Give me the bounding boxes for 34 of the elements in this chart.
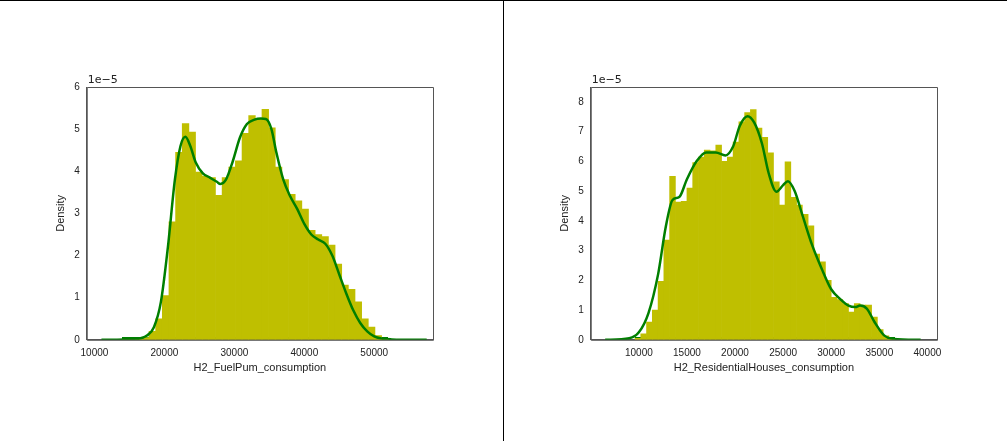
y-tick-label: 0 xyxy=(74,333,81,345)
x-axis-title: H2_FuelPum_consumption xyxy=(193,361,327,374)
x-axis-title: H2_ResidentialHouses_consumption xyxy=(673,361,855,374)
text: 1e−5 xyxy=(87,73,118,87)
y-tick-label: 2 xyxy=(578,274,585,286)
y-axis-title: Density xyxy=(557,194,570,232)
x-tick-label: 25000 xyxy=(769,346,798,358)
y-tick-label: 5 xyxy=(578,184,585,196)
x-tick-label: 30000 xyxy=(817,346,846,358)
y-tick-label: 1 xyxy=(74,291,81,303)
x-tick-label: 15000 xyxy=(673,346,702,358)
y-tick-label: 7 xyxy=(578,125,585,137)
x-tick-label: 40000 xyxy=(290,346,319,358)
x-tick-label: 40000 xyxy=(913,346,942,358)
y-tick-label: 6 xyxy=(74,80,81,92)
text: 1e−5 xyxy=(591,73,622,87)
y-tick-label: 3 xyxy=(74,207,81,219)
y-tick-label: 8 xyxy=(578,95,585,107)
x-tick-label: 20000 xyxy=(150,346,179,358)
x-tick-label: 20000 xyxy=(721,346,750,358)
y-tick-label: 3 xyxy=(578,244,585,256)
y-tick-label: 2 xyxy=(74,249,81,261)
y-axis-title: Density xyxy=(53,194,66,232)
y-tick-label: 6 xyxy=(578,155,585,167)
y-tick-label: 5 xyxy=(74,122,81,134)
x-tick-label: 30000 xyxy=(220,346,249,358)
x-tick-label: 50000 xyxy=(360,346,389,358)
y-tick-label: 4 xyxy=(74,165,81,177)
x-tick-label: 10000 xyxy=(624,346,654,358)
y-tick-label: 1 xyxy=(578,303,585,315)
x-tick-label: 35000 xyxy=(865,346,894,358)
y-tick-label: 4 xyxy=(578,214,585,226)
x-tick-label: 10000 xyxy=(80,346,109,358)
y-tick-label: 0 xyxy=(578,333,585,345)
